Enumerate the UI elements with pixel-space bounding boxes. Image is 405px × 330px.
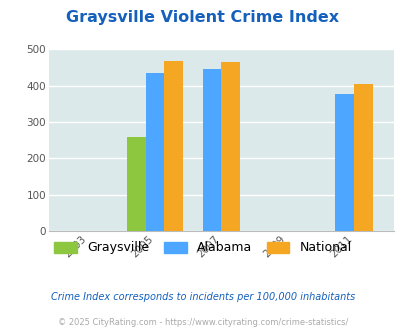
Bar (164, 61, 182, 231)
Legend: Graysville, Alabama, National: Graysville, Alabama, National (49, 236, 356, 259)
Bar (221, 62, 239, 231)
Bar (145, 73, 164, 231)
Text: © 2025 CityRating.com - https://www.cityrating.com/crime-statistics/: © 2025 CityRating.com - https://www.city… (58, 318, 347, 327)
Bar (353, 83, 372, 231)
Bar (127, 137, 145, 231)
Bar (202, 69, 221, 231)
Text: Crime Index corresponds to incidents per 100,000 inhabitants: Crime Index corresponds to incidents per… (51, 292, 354, 302)
Bar (335, 94, 353, 231)
Text: Graysville Violent Crime Index: Graysville Violent Crime Index (66, 10, 339, 25)
